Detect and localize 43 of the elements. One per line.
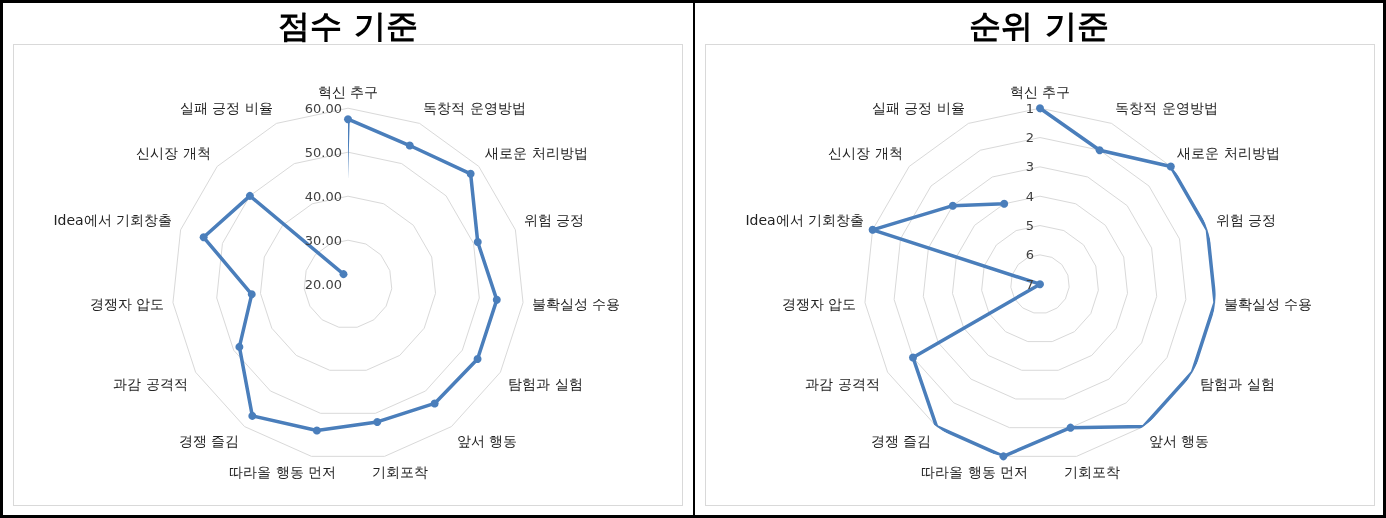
spoke-label: 앞서 행동 [1148, 432, 1210, 449]
chart-title: 순위 기준 [968, 6, 1110, 46]
y-tick-label: 4 [1025, 188, 1034, 204]
chart-title: 점수 기준 [277, 6, 419, 46]
y-tick-label: 50.00 [304, 144, 342, 160]
spoke-label: 신시장 개척 [828, 145, 903, 162]
spoke-label: 기회포착 [372, 464, 429, 481]
y-tick-label: 3 [1025, 159, 1034, 175]
spoke-label: 따라올 행동 먼저 [229, 464, 337, 481]
spoke-label: 따라올 행동 먼저 [921, 464, 1029, 481]
spoke-label: Idea에서 기회창출 [53, 212, 173, 229]
spoke-label: 새로운 처리방법 [485, 145, 588, 162]
spoke-label: 불확실성 수용 [1223, 295, 1313, 312]
spoke-label: 과감 공격적 [805, 375, 880, 392]
spoke-label: 불확실성 수용 [531, 295, 621, 312]
spoke-label: 신시장 개척 [136, 145, 211, 162]
spoke-label: 독창적 운영방법 [423, 100, 526, 117]
spoke-label: 경쟁자 압도 [89, 295, 165, 312]
spoke-label: 혁신 추구 [317, 84, 379, 101]
spoke-label: 과감 공격적 [113, 375, 188, 392]
y-tick-label: 1 [1025, 100, 1034, 116]
spoke-label: 경쟁 즐김 [178, 432, 240, 449]
spoke-label: 앞서 행동 [456, 432, 518, 449]
spoke-label: Idea에서 기회창출 [745, 212, 865, 229]
spoke-label: 탐험과 실험 [1200, 375, 1275, 392]
spoke-label: 새로운 처리방법 [1177, 145, 1280, 162]
y-tick-label: 40.00 [304, 188, 342, 204]
y-tick-label: 60.00 [304, 100, 342, 116]
y-tick-label: 5 [1025, 218, 1034, 234]
spoke-label: 실패 긍정 비율 [871, 100, 965, 117]
spoke-label: 기회포착 [1064, 464, 1121, 481]
spoke-label: 탐험과 실험 [508, 375, 583, 392]
spoke-label: 경쟁자 압도 [781, 295, 857, 312]
spoke-label: 독창적 운영방법 [1115, 100, 1218, 117]
y-tick-label: 2 [1025, 130, 1034, 146]
y-tick-label: 20.00 [304, 276, 342, 292]
spoke-label: 위험 긍정 [523, 212, 585, 229]
spoke-label: 경쟁 즐김 [870, 432, 932, 449]
y-tick-label: 30.00 [304, 232, 342, 248]
spoke-label: 실패 긍정 비율 [179, 100, 273, 117]
spoke-label: 위험 긍정 [1215, 212, 1277, 229]
y-tick-label: 6 [1025, 247, 1034, 263]
spoke-label: 혁신 추구 [1009, 84, 1071, 101]
